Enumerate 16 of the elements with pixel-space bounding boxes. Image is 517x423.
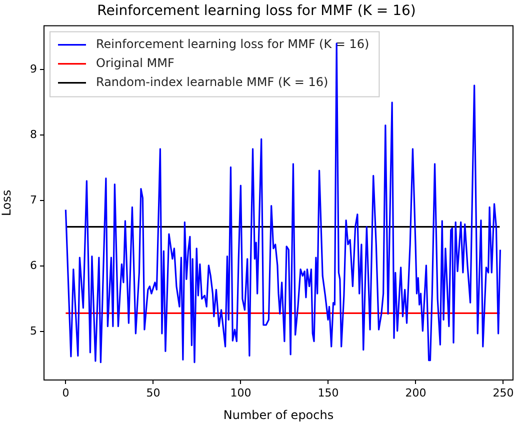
x-tick-label: 0 bbox=[62, 386, 70, 400]
y-axis-title: Loss bbox=[0, 190, 14, 216]
x-tick-label: 250 bbox=[492, 386, 514, 400]
y-tick-label: 5 bbox=[30, 324, 37, 338]
y-tick-label: 8 bbox=[30, 128, 37, 141]
legend-label: Original MMF bbox=[96, 56, 174, 70]
y-tick-label: 7 bbox=[30, 193, 37, 206]
x-tick-label: 200 bbox=[405, 386, 426, 400]
chart-title: Reinforcement learning loss for MMF (K = 16) bbox=[97, 3, 416, 20]
x-tick-label: 100 bbox=[230, 386, 252, 400]
y-tick-label: 9 bbox=[30, 62, 37, 76]
x-tick-label: 150 bbox=[318, 386, 339, 400]
x-axis-title: Number of epochs bbox=[223, 408, 334, 422]
y-tick-label: 6 bbox=[30, 258, 37, 272]
legend-label: Random-index learnable MMF (K = 16) bbox=[96, 74, 328, 89]
x-tick-label: 50 bbox=[146, 386, 160, 400]
